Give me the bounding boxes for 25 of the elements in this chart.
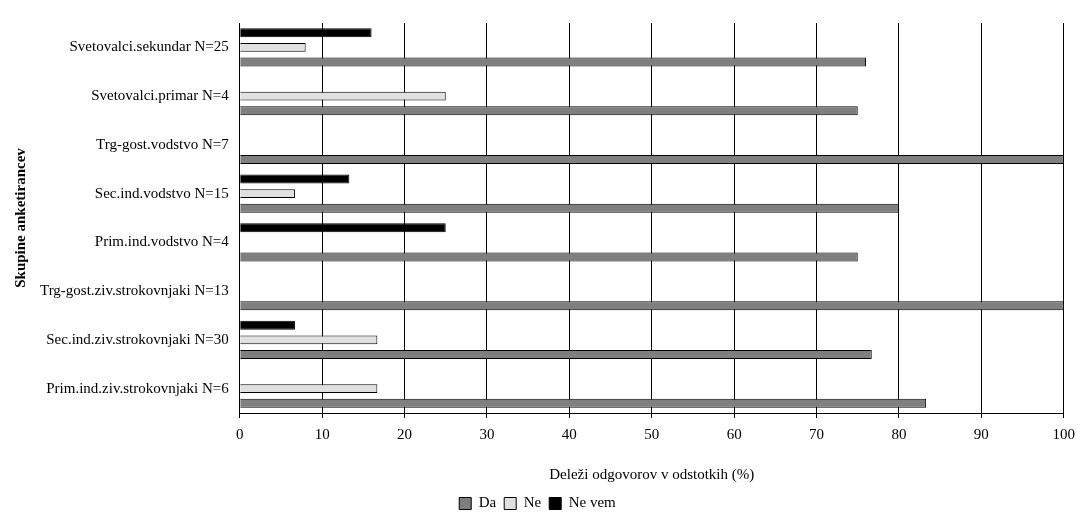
y-axis-title: Skupine anketirancev xyxy=(11,147,28,288)
y-tick-label: Prim.ind.vodstvo N=4 xyxy=(94,233,230,250)
y-tick-label: Prim.ind.ziv.strokovnjaki N=6 xyxy=(46,379,230,396)
x-tick-label: 50 xyxy=(644,425,660,442)
x-tick-label: 90 xyxy=(973,425,989,442)
x-tick-label: 10 xyxy=(314,425,330,442)
x-tick-label: 0 xyxy=(236,425,244,442)
x-tick-label: 70 xyxy=(809,425,825,442)
y-tick-label: Svetovalci.primar N=4 xyxy=(91,87,230,104)
x-axis-title: Deleži odgovorov v odstotkih (%) xyxy=(549,465,755,483)
x-tick-label: 20 xyxy=(397,425,413,442)
x-tick-label: 60 xyxy=(726,425,742,442)
legend-label: Ne xyxy=(523,494,542,511)
x-tick-label: 80 xyxy=(891,425,907,442)
y-tick-label: Sec.ind.ziv.strokovnjaki N=30 xyxy=(46,330,229,347)
y-tick-label: Sec.ind.vodstvo N=15 xyxy=(94,184,229,201)
y-tick-label: Trg-gost.ziv.strokovnjaki N=13 xyxy=(40,282,229,299)
y-tick-label: Svetovalci.sekundar N=25 xyxy=(69,38,229,55)
x-tick-label: 100 xyxy=(1052,425,1075,442)
x-tick-label: 40 xyxy=(561,425,577,442)
legend-label: Ne vem xyxy=(568,494,617,511)
bar xyxy=(240,320,295,330)
x-tick-label: 30 xyxy=(479,425,495,442)
y-tick-label: Trg-gost.vodstvo N=7 xyxy=(96,135,230,152)
legend-label: Da xyxy=(478,494,497,511)
